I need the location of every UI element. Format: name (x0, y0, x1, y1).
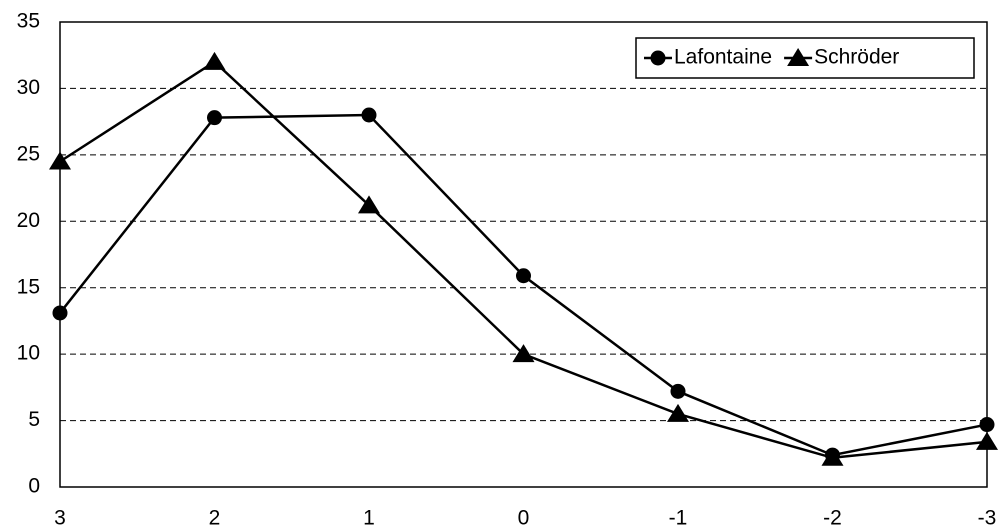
point (787, 48, 810, 66)
point (52, 305, 68, 321)
point (512, 344, 535, 363)
y-tick-label: 20 (17, 209, 40, 232)
point (516, 268, 531, 284)
y-tick-label: 10 (17, 342, 40, 365)
point (207, 110, 222, 126)
point (49, 151, 71, 170)
y-tick-label: 30 (17, 76, 40, 99)
y-tick-label: 15 (17, 275, 40, 298)
y-tick-label: 0 (28, 475, 40, 498)
point (650, 50, 666, 66)
point (667, 403, 689, 422)
point (361, 107, 377, 123)
legend-label: Lafontaine (674, 46, 772, 69)
point (821, 447, 844, 466)
y-tick-label: 35 (17, 10, 40, 33)
point (976, 431, 998, 450)
legend-label: Schröder (814, 46, 899, 69)
plot-frame (59, 21, 988, 488)
point (358, 195, 380, 214)
x-tick-label: 1 (363, 507, 375, 530)
point (670, 383, 686, 399)
x-tick-label: -2 (823, 507, 842, 530)
series-line (59, 60, 988, 460)
x-tick-label: -1 (669, 507, 688, 530)
x-tick-label: 2 (209, 507, 221, 530)
x-tick-label: 0 (518, 507, 530, 530)
x-tick-label: 3 (54, 507, 66, 530)
y-tick-label: 5 (28, 408, 40, 431)
point (979, 417, 995, 433)
y-tick-label: 25 (17, 142, 40, 165)
x-tick-label: -3 (978, 507, 997, 530)
point (203, 51, 226, 70)
series-line (59, 113, 988, 457)
